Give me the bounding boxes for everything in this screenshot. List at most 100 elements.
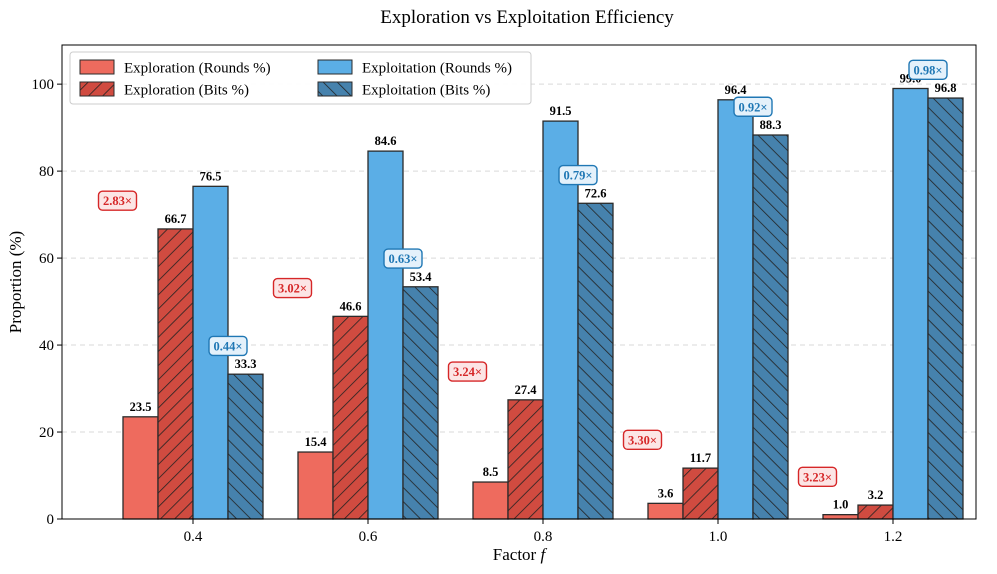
bar-value-label: 3.2 xyxy=(868,488,884,502)
legend-frame xyxy=(69,51,532,105)
exploitation-ratio-annotation-label: 0.63× xyxy=(389,252,418,266)
y-tick-label: 40 xyxy=(39,338,54,354)
exploitation-ratio-annotation: 0.44× xyxy=(208,335,248,357)
exploitation-ratio-annotation: 0.98× xyxy=(908,59,948,80)
bar-series-2-cat-2 xyxy=(542,120,579,520)
y-tick-label: 80 xyxy=(39,164,54,180)
x-axis-label-variable: f xyxy=(540,545,547,564)
bar-value-label: 96.4 xyxy=(725,83,748,97)
x-axis-ticks: 0.4 0.6 0.8 1.0 1.2 xyxy=(184,519,903,545)
exploitation-ratio-annotation-box xyxy=(558,164,598,186)
exploration-ratio-annotation-label: 2.83× xyxy=(103,194,132,208)
exploitation-ratio-annotation: 0.63× xyxy=(383,248,423,269)
bar-value-label: 8.5 xyxy=(483,465,499,479)
bar-series-2-cat-1 xyxy=(367,150,404,520)
y-tick-label: 0 xyxy=(47,512,55,528)
exploitation-ratio-annotation-label: 0.98× xyxy=(914,63,943,77)
bar-value-label: 84.6 xyxy=(375,134,397,148)
bars-layer xyxy=(122,87,964,520)
exploitation-ratio-annotation: 0.92× xyxy=(733,96,773,117)
bar-value-label: 53.4 xyxy=(410,270,433,284)
exploitation-ratio-annotation-label: 0.44× xyxy=(214,339,243,353)
bar-series-2-cat-3 xyxy=(717,99,754,520)
bar-series-1-cat-4 xyxy=(857,504,894,520)
bar-series-0-cat-2 xyxy=(472,481,509,520)
x-tick-label: 0.8 xyxy=(534,529,553,545)
bar-series-1-cat-1 xyxy=(332,315,369,520)
bar-value-label: 33.3 xyxy=(235,357,257,371)
legend-label-0: Exploration (Rounds %) xyxy=(124,61,271,77)
bar-series-3-cat-1 xyxy=(402,286,439,520)
legend-swatch-2 xyxy=(317,59,353,75)
bar-series-0-cat-3 xyxy=(647,502,684,520)
bar-value-label: 3.6 xyxy=(658,486,674,500)
bar-series-0-cat-0 xyxy=(122,416,159,520)
y-tick-label: 20 xyxy=(39,425,54,441)
legend-label-3: Exploitation (Bits %) xyxy=(362,83,490,99)
exploration-ratio-annotation-box xyxy=(447,361,488,382)
exploration-ratio-annotation-label: 3.02× xyxy=(278,282,307,296)
exploitation-ratio-annotation-label: 0.92× xyxy=(739,100,768,114)
bar-series-2-cat-4 xyxy=(892,87,929,520)
exploration-ratio-annotation: 3.24× xyxy=(447,361,488,382)
y-axis-ticks: 0 20 40 60 80 100 xyxy=(32,77,62,528)
exploration-ratio-annotation: 3.23× xyxy=(797,466,838,488)
exploration-ratio-annotation-label: 3.30× xyxy=(628,433,657,447)
exploitation-ratio-annotation-box xyxy=(383,248,423,269)
legend-swatch-0 xyxy=(79,59,115,75)
bar-series-3-cat-4 xyxy=(927,97,964,520)
bar-series-1-cat-3 xyxy=(682,467,719,520)
y-tick-label: 60 xyxy=(39,251,54,267)
exploitation-ratio-annotation-label: 0.79× xyxy=(564,169,593,183)
x-tick-label: 0.6 xyxy=(359,529,378,545)
exploration-ratio-annotation-label: 3.24× xyxy=(453,365,482,379)
bar-series-3-cat-2 xyxy=(577,202,614,520)
x-axis-label: Factor f xyxy=(493,545,548,564)
x-axis-label-text: Factor xyxy=(493,545,537,564)
exploration-ratio-annotation-box xyxy=(797,466,838,488)
legend: Exploration (Rounds %) Exploration (Bits … xyxy=(69,51,532,105)
exploration-ratio-annotation: 3.02× xyxy=(272,277,313,299)
bar-value-label: 88.3 xyxy=(760,118,782,132)
exploration-ratio-annotation-box xyxy=(97,190,138,211)
x-tick-label: 1.2 xyxy=(884,529,903,545)
y-axis-label: Proportion (%) xyxy=(6,231,25,333)
bar-value-label: 1.0 xyxy=(833,498,849,512)
bar-value-label: 23.5 xyxy=(130,400,152,414)
bar-series-1-cat-0 xyxy=(157,228,194,520)
exploitation-ratio-annotation-box xyxy=(208,335,248,357)
x-tick-label: 1.0 xyxy=(709,529,728,545)
exploration-ratio-annotation: 3.30× xyxy=(622,429,663,451)
exploration-ratio-annotation: 2.83× xyxy=(97,190,138,211)
bar-value-label: 27.4 xyxy=(515,383,538,397)
bar-value-label: 72.6 xyxy=(585,186,607,200)
bar-value-labels: 23.5 15.4 8.5 3.6 1.0 66.7 46.6 27.4 11.7 3.2 76.5… xyxy=(130,71,957,511)
legend-label-1: Exploration (Bits %) xyxy=(124,83,249,99)
bar-value-label: 96.8 xyxy=(935,81,957,95)
bar-series-1-cat-2 xyxy=(507,399,544,520)
legend-swatch-3 xyxy=(317,81,353,97)
plot-frame xyxy=(61,44,977,520)
chart-title: Exploration vs Exploitation Efficiency xyxy=(380,7,674,28)
bar-value-label: 76.5 xyxy=(200,169,222,183)
exploitation-ratio-annotation: 0.79× xyxy=(558,164,598,186)
bar-series-0-cat-1 xyxy=(297,451,334,520)
bar-series-3-cat-0 xyxy=(227,373,264,520)
bar-value-label: 11.7 xyxy=(690,451,711,465)
bar-series-0-cat-4 xyxy=(822,514,859,520)
bar-series-3-cat-3 xyxy=(752,134,789,520)
exploitation-ratio-annotation-box xyxy=(733,96,773,117)
legend-label-2: Exploitation (Rounds %) xyxy=(362,61,512,77)
ratio-annotations: 2.83× 3.02× 3.24× 3.30× 3.23× 0.44× 0.63× 0.79×… xyxy=(97,59,948,488)
exploration-ratio-annotation-label: 3.23× xyxy=(803,470,832,484)
exploitation-ratio-annotation-box xyxy=(908,59,948,80)
legend-swatch-1 xyxy=(79,81,115,97)
y-tick-label: 100 xyxy=(32,77,55,93)
exploration-ratio-annotation-box xyxy=(622,429,663,451)
x-tick-label: 0.4 xyxy=(184,529,203,545)
bar-value-label: 15.4 xyxy=(305,435,328,449)
bar-value-label: 46.6 xyxy=(340,299,362,313)
exploration-ratio-annotation-box xyxy=(272,277,313,299)
bar-value-label: 91.5 xyxy=(550,104,572,118)
